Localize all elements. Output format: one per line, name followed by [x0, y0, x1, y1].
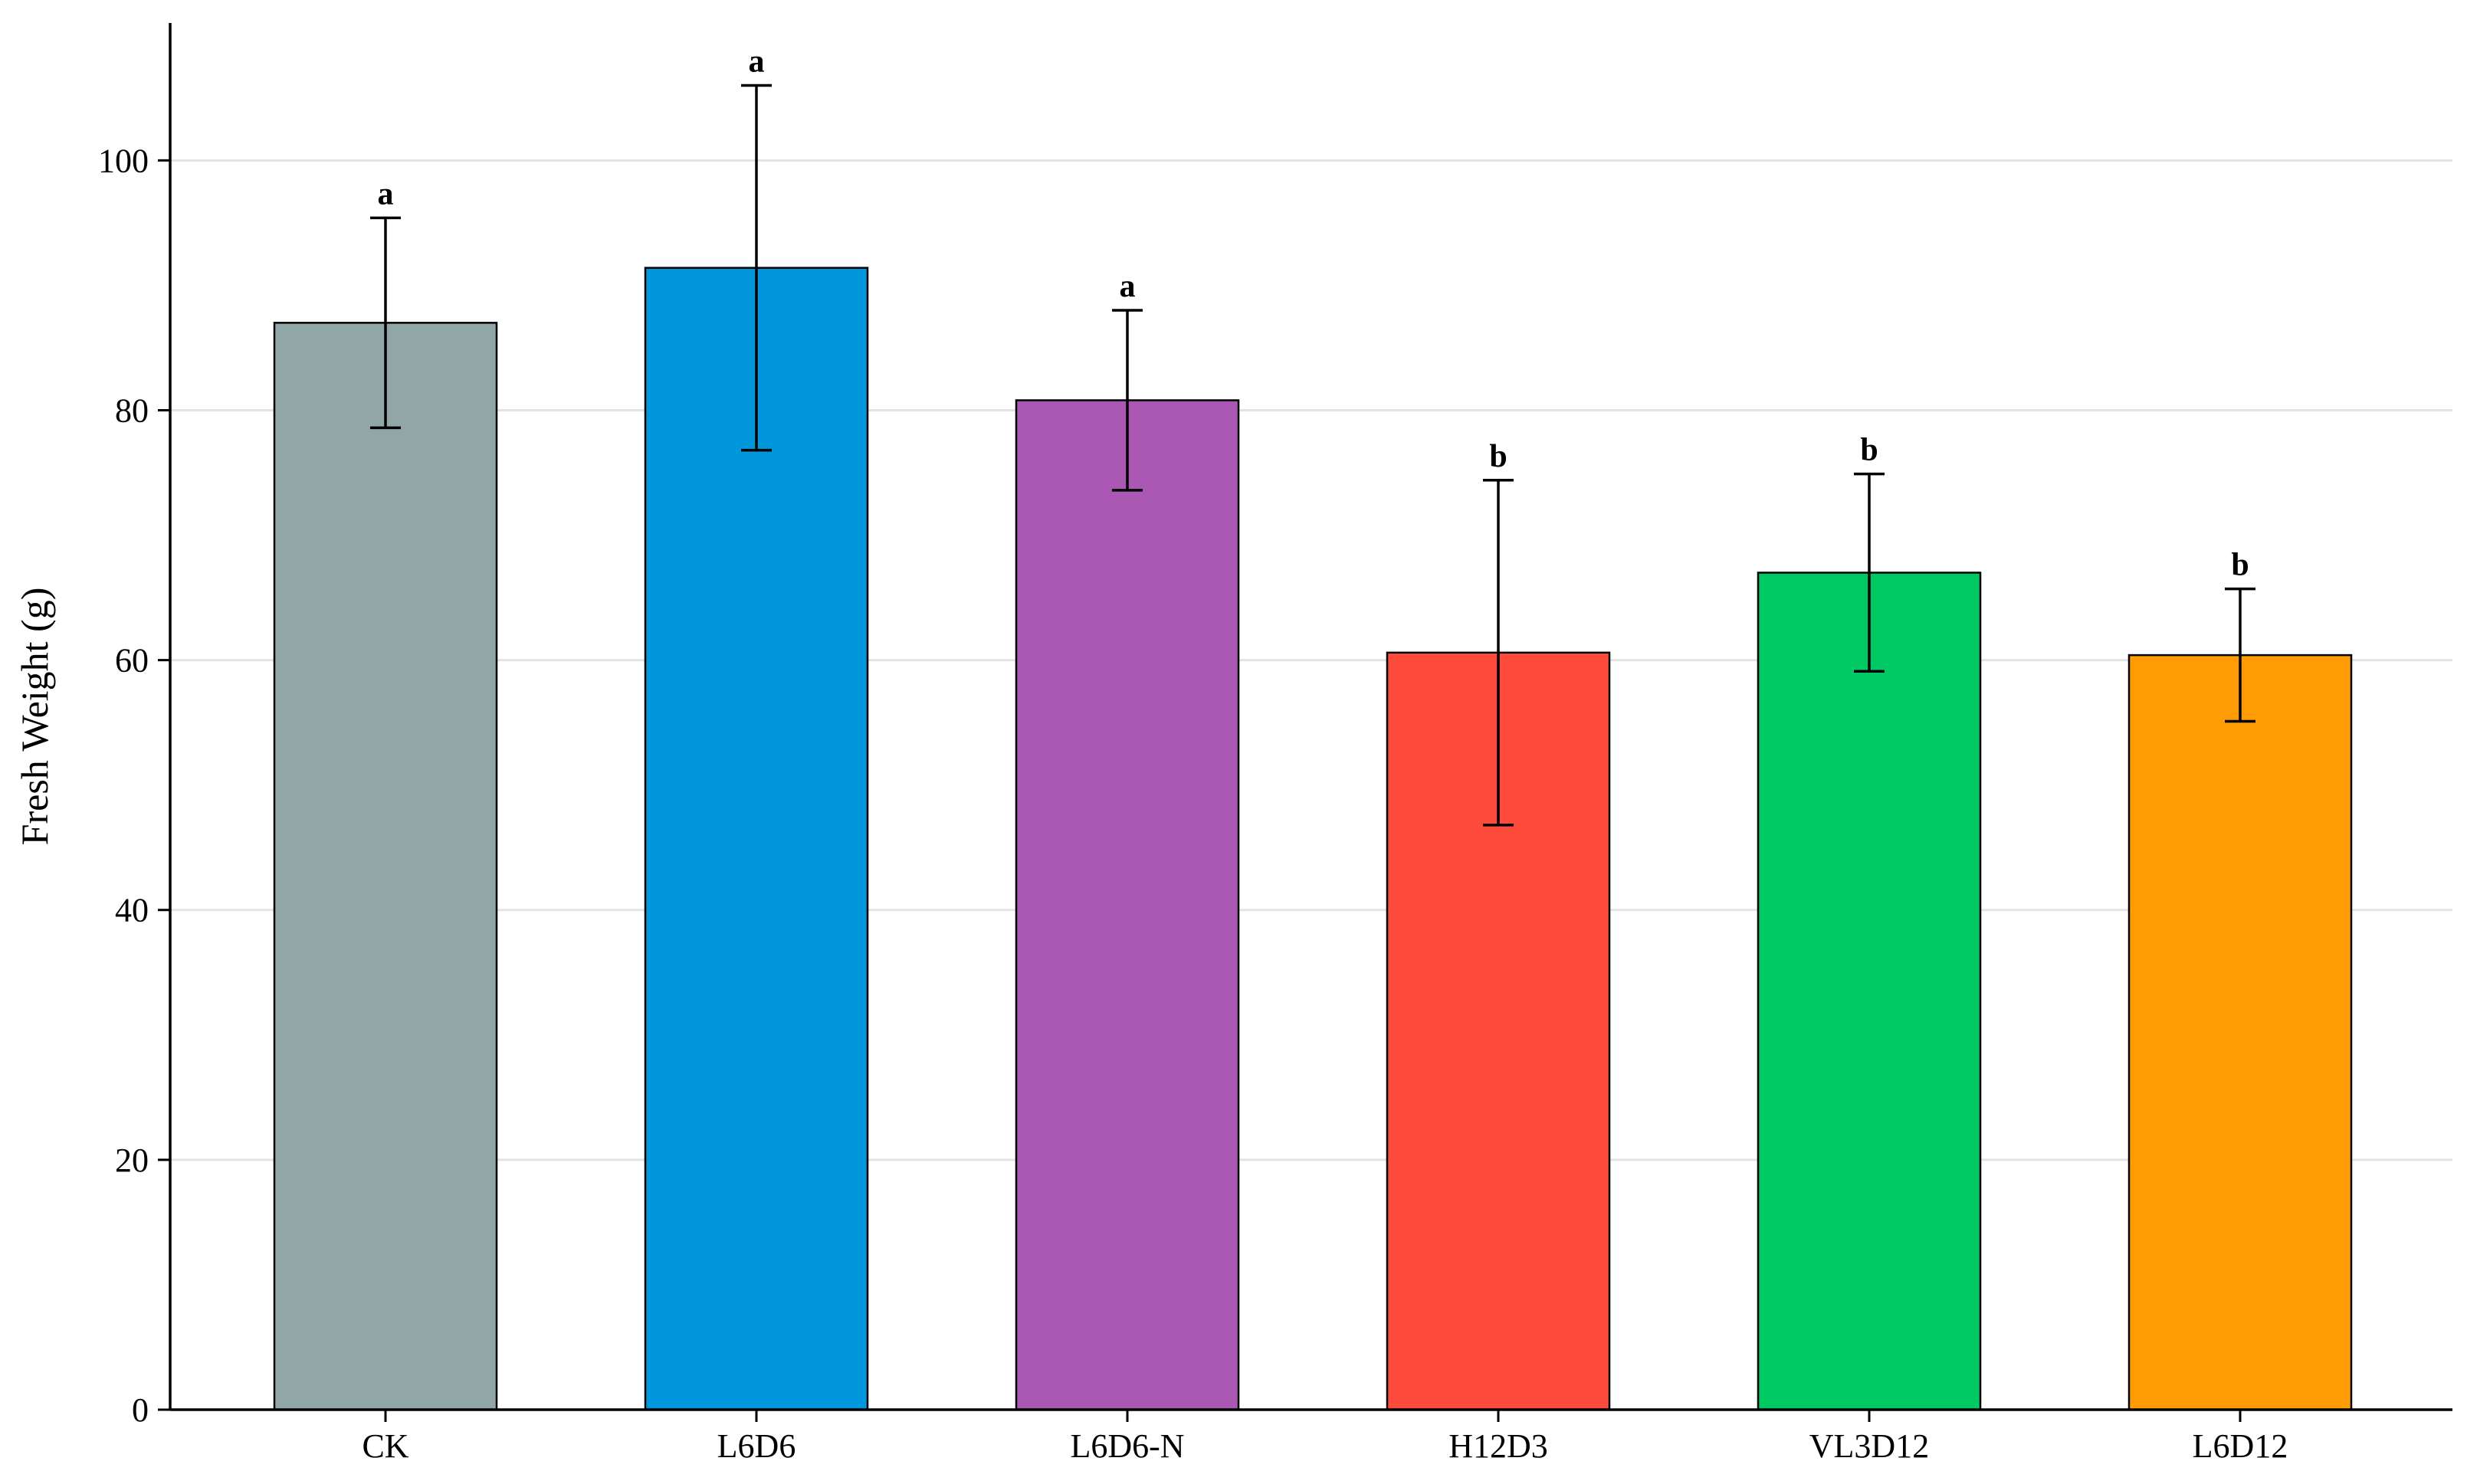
error-bar	[2225, 587, 2255, 723]
y-tick-label: 100	[98, 142, 149, 179]
error-bars	[370, 84, 2255, 827]
bar-vl3d12	[1757, 572, 1982, 1411]
x-tick-label: L6D6	[717, 1427, 796, 1465]
error-bar	[370, 216, 401, 430]
significance-label: a	[378, 176, 394, 211]
error-bar	[1483, 479, 1514, 827]
y-tick-label: 20	[115, 1142, 149, 1179]
significance-label: b	[1860, 433, 1878, 468]
significance-label: b	[2231, 548, 2249, 583]
significance-labels: a a a b b b	[378, 44, 2249, 583]
y-tick-label: 80	[115, 391, 149, 429]
x-axis-ticks: CK L6D6 L6D6-N H12D3 VL3D12 L6D12	[362, 1410, 2288, 1465]
x-tick-label: L6D6-N	[1070, 1427, 1184, 1465]
bar-l6d12	[2127, 654, 2353, 1411]
x-tick-label: L6D12	[2193, 1427, 2288, 1465]
y-tick-label: 60	[115, 642, 149, 680]
error-bar	[741, 84, 772, 452]
bars	[273, 267, 2353, 1411]
x-tick-label: VL3D12	[1809, 1427, 1929, 1465]
y-axis-title: Fresh Weight (g)	[13, 588, 56, 846]
axes	[169, 23, 2452, 1411]
error-bar	[1854, 472, 1885, 673]
y-tick-label: 40	[115, 892, 149, 929]
bar-h12d3	[1386, 651, 1611, 1411]
bar-l6d6	[644, 267, 869, 1411]
x-tick-label: CK	[362, 1427, 408, 1465]
bar-l6d6-n	[1015, 399, 1240, 1411]
gridlines	[170, 159, 2452, 1161]
error-bar	[1112, 309, 1143, 492]
y-tick-label: 0	[132, 1391, 149, 1429]
y-axis-ticks: 0 20 40 60 80 100	[98, 142, 170, 1429]
x-tick-label: H12D3	[1448, 1427, 1548, 1465]
bar-ck	[273, 322, 498, 1411]
significance-label: a	[749, 44, 765, 80]
significance-label: a	[1120, 269, 1136, 304]
significance-label: b	[1489, 439, 1507, 474]
